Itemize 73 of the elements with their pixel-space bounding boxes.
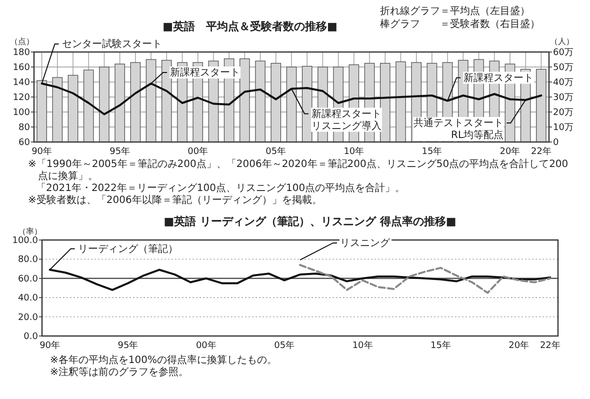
bar [52,77,63,142]
text: ※注釈等は前のグラフを参照。 [50,366,188,378]
text: 「2021年・2022年＝リーディング100点、リスニング100点の平均点を合計」。 [36,182,406,194]
bar [114,64,125,142]
y-tick-label: 0.0 [24,332,38,342]
x-tick-label: 00年 [188,146,208,157]
line-series [299,264,552,294]
bar [36,80,47,142]
bar [240,58,250,142]
x-tick-label: 15年 [430,340,451,351]
annotation: センター試験スタート [62,38,162,50]
text: 折れ線グラフ＝平均点（左目盛） [380,5,530,17]
x-tick-label: 15年 [422,146,442,157]
annotation: リーディング（筆記） [78,242,178,255]
annotation: 新課程スタート [464,72,534,84]
text: ※各年の平均点を100%の得点率に換算したもの。 [50,354,277,366]
x-tick-label: 90年 [40,340,60,351]
text: 棒グラフ ＝受験者数（右目盛） [380,18,540,30]
y2-tick-label: 10万 [553,123,574,133]
bar [536,68,546,142]
x-tick-label: 95年 [110,146,130,157]
x-tick-label: 05年 [274,340,295,351]
y2-tick-label: 20万 [553,108,574,118]
bar [286,66,297,142]
y-tick-label: 20.0 [18,312,38,323]
text: ※「1990年～2005年＝筆記のみ200点」、「2006年～2020年＝筆記200点、リスニング50点の平均点を合計して200点に換算」。 [28,158,568,182]
bar [396,61,406,142]
x-tick-label: 90年 [32,146,52,157]
x-tick-label: 20年 [500,146,520,157]
y2-tick-label: 0 [553,138,559,148]
y2-tick-label: 30万 [553,93,574,103]
y-axis-title: （率） [18,227,42,236]
y-tick-label: 140 [12,78,30,88]
bar [270,62,282,142]
text: ※受験者数は、「2006年以降＝筆記（リーディング）」を掲載。 [28,194,322,206]
bar [146,59,156,142]
bar [68,74,78,142]
bar [83,70,94,142]
x-tick-label: 95年 [118,340,138,351]
bar [255,60,266,142]
y2-tick-label: 60万 [553,48,574,58]
y-tick-label: 80 [18,123,30,133]
bar [99,66,110,142]
y-tick-label: 80.0 [18,255,38,266]
bar [380,62,390,142]
y-tick-label: 100 [12,108,30,118]
annotation: リスニング [340,238,391,249]
chart-title: ■英語 リーディング（筆記）、リスニング 得点率の推移■ [164,215,456,228]
y-tick-label: 60.0 [18,274,38,284]
y-tick-label: 180 [12,48,30,58]
annotation: 新課程スタートリスニング導入 [312,108,382,132]
y-tick-label: 120 [12,93,30,103]
x-tick-label: 22年 [530,146,552,157]
x-tick-label: 20年 [508,340,530,351]
x-tick-label: 10年 [344,146,364,157]
bar [162,60,172,142]
annotation: 共通テストスタートRL均等配点 [414,117,504,141]
y-tick-label: 160 [12,63,30,73]
x-tick-label: 22年 [540,340,560,351]
bar [130,62,141,142]
annotation: 新課程スタート [170,66,240,78]
y2-tick-label: 50万 [553,63,574,73]
y-tick-label: 60 [18,138,30,148]
x-tick-label: 10年 [352,340,373,351]
bar [302,66,312,142]
x-tick-label: 05年 [266,146,286,157]
y-axis-title: （点） [10,37,34,46]
y-tick-label: 100.0 [12,236,38,246]
y-tick-label: 40.0 [18,294,38,304]
chart-title: ■英語 平均点＆受験者数の推移■ [162,20,338,33]
x-tick-label: 00年 [196,340,216,351]
y2-axis-title: （人） [550,37,574,46]
y2-tick-label: 40万 [553,78,574,88]
